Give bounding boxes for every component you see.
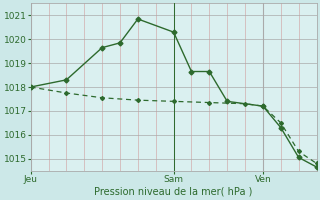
X-axis label: Pression niveau de la mer( hPa ): Pression niveau de la mer( hPa ) (94, 187, 253, 197)
